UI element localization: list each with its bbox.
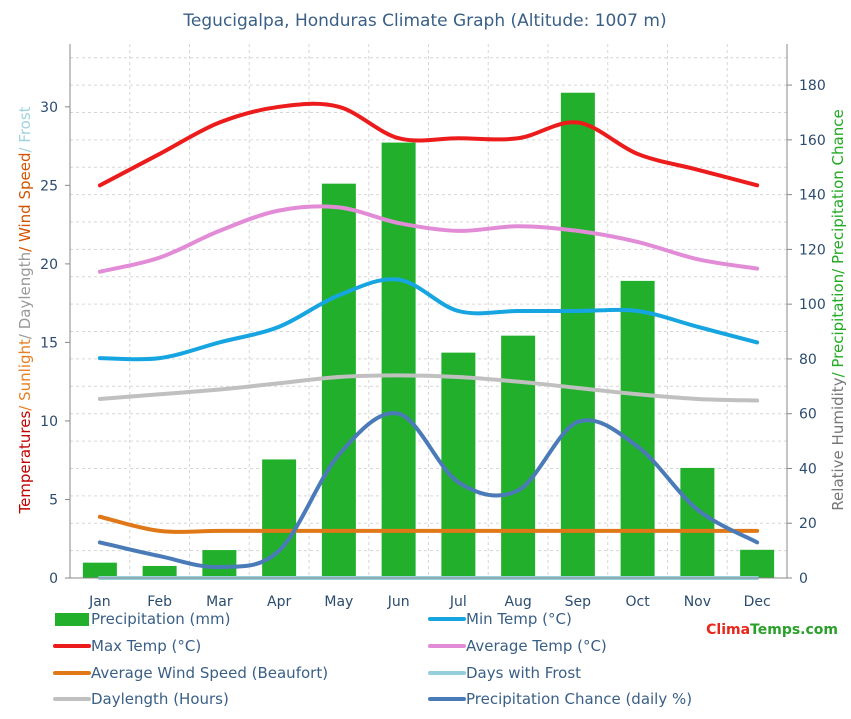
precipitation-bar <box>202 550 237 578</box>
precipitation-bar <box>560 92 595 578</box>
x-tick-label: Nov <box>684 594 711 610</box>
left-tick-label: 20 <box>40 257 58 273</box>
legend: Precipitation (mm) Min Temp (°C) Max Temp … <box>53 610 692 708</box>
x-tick-label: Feb <box>147 594 172 610</box>
precipitation-bar <box>142 565 177 578</box>
precipitation-bar <box>501 335 536 578</box>
left-tick-label: 25 <box>40 178 58 194</box>
precipitation-bar <box>740 549 775 578</box>
right-tick-label: 160 <box>799 133 826 149</box>
lines <box>97 101 760 580</box>
precipitation-bar <box>620 280 655 578</box>
watermark: ClimaTemps.com <box>706 622 838 638</box>
average-wind-speed-beaufort-line <box>97 514 760 534</box>
precipitation-bar <box>441 352 476 578</box>
x-tick-label: Aug <box>504 594 531 610</box>
x-tick-label: Jul <box>449 594 467 610</box>
axes: 0 5 10 15 20 25 30 0 20 40 60 80 100 120 140 160 180 Jan F… <box>40 44 826 610</box>
x-tick-label: May <box>324 594 353 610</box>
right-tick-label: 100 <box>799 297 826 313</box>
left-tick-label: 15 <box>40 335 58 351</box>
max-temp-c-line <box>97 101 760 188</box>
legend-label: Precipitation Chance (daily %) <box>466 690 692 708</box>
legend-label: Min Temp (°C) <box>466 610 572 628</box>
left-tick-label: 5 <box>49 492 58 508</box>
precipitation-bar <box>680 467 715 578</box>
right-tick-label: 20 <box>799 516 817 532</box>
left-tick-label: 0 <box>49 571 58 587</box>
chart-title: Tegucigalpa, Honduras Climate Graph (Alt… <box>182 11 666 31</box>
right-tick-label: 80 <box>799 352 817 368</box>
bars <box>82 92 775 579</box>
x-tick-label: Oct <box>626 594 651 610</box>
right-tick-label: 60 <box>799 407 817 423</box>
left-tick-label: 30 <box>40 100 58 116</box>
left-tick-label: 10 <box>40 414 58 430</box>
legend-label: Days with Frost <box>466 664 581 682</box>
right-tick-label: 0 <box>799 571 808 587</box>
precipitation-chance-daily-line <box>97 411 760 570</box>
left-label-text: Temperatures/ Sunlight/ Daylength/ Wind … <box>16 106 34 514</box>
min-temp-c-line <box>97 277 760 362</box>
right-axis-label: Relative Humidity/ Precipitation/ Precip… <box>829 109 847 510</box>
legend-label: Max Temp (°C) <box>91 637 201 655</box>
x-tick-label: Jan <box>88 594 111 610</box>
precipitation-bar <box>321 183 356 578</box>
x-tick-label: Sep <box>565 594 592 610</box>
right-tick-label: 120 <box>799 242 826 258</box>
right-tick-label: 140 <box>799 188 826 204</box>
average-temp-c-line <box>97 204 760 274</box>
x-tick-label: Dec <box>744 594 771 610</box>
legend-label: Average Wind Speed (Beaufort) <box>91 664 328 682</box>
daylength-hours-line <box>97 373 760 403</box>
precipitation-bar <box>82 562 117 578</box>
legend-label: Daylength (Hours) <box>91 690 229 708</box>
x-tick-label: Apr <box>267 594 291 610</box>
legend-label: Average Temp (°C) <box>466 637 607 655</box>
x-tick-label: Jun <box>387 594 410 610</box>
right-tick-label: 40 <box>799 461 817 477</box>
x-tick-label: Mar <box>206 594 233 610</box>
right-tick-label: 180 <box>799 78 826 94</box>
right-label-text: Relative Humidity/ Precipitation/ Precip… <box>829 109 847 510</box>
left-axis-label: Temperatures/ Sunlight/ Daylength/ Wind … <box>16 106 34 514</box>
legend-swatch <box>55 613 89 626</box>
precipitation-bar <box>381 142 416 579</box>
grid <box>69 44 788 579</box>
legend-label: Precipitation (mm) <box>91 610 230 628</box>
